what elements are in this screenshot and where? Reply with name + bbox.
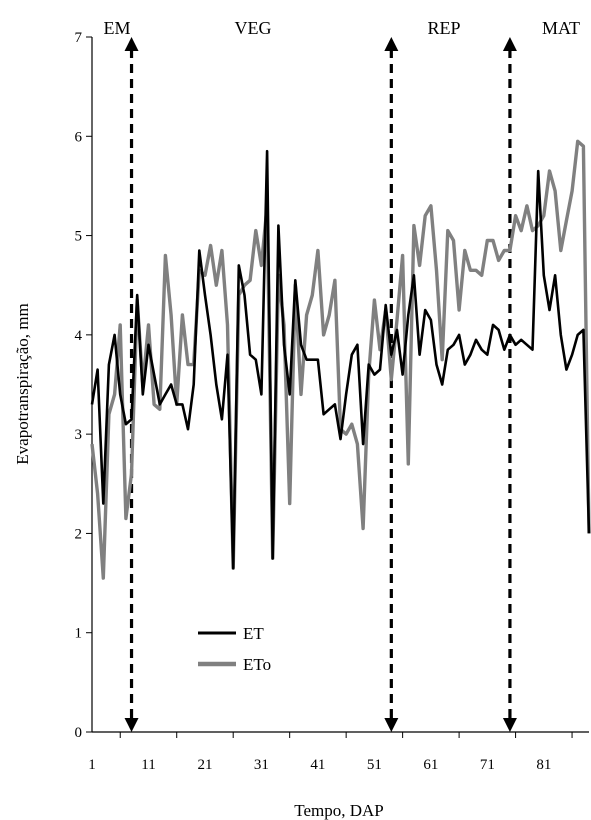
x-tick-label: 51 xyxy=(367,757,382,773)
stage-labels: EM VEG REP MAT xyxy=(104,18,581,38)
y-tick-label: 0 xyxy=(75,725,83,741)
x-tick-label: 31 xyxy=(254,757,269,773)
x-tick-label: 11 xyxy=(141,757,155,773)
x-tick-label: 71 xyxy=(480,757,495,773)
series-layer xyxy=(90,139,591,580)
y-tick-label: 1 xyxy=(75,626,83,642)
stage-boundary-arrows xyxy=(124,37,517,732)
y-tick-label: 3 xyxy=(75,427,83,443)
x-tick-label: 61 xyxy=(423,757,438,773)
legend-label-et: ET xyxy=(243,624,264,643)
series-line-eto xyxy=(90,139,591,580)
legend-label-eto: ETo xyxy=(243,655,271,674)
x-tick-label: 21 xyxy=(197,757,212,773)
stage-boundary-arrowhead-bottom xyxy=(124,718,139,732)
y-tick-label: 5 xyxy=(75,229,83,245)
y-axis-title: Evapotranspiração, mm xyxy=(13,303,32,464)
y-tick-label: 4 xyxy=(75,328,83,344)
stage-boundary-arrowhead-top xyxy=(502,37,517,51)
series-line-et xyxy=(90,149,591,570)
stage-label-em: EM xyxy=(104,18,131,38)
stage-boundary-arrowhead-bottom xyxy=(502,718,517,732)
stage-label-rep: REP xyxy=(427,18,460,38)
y-tick-label: 2 xyxy=(75,526,83,542)
legend: ET ETo xyxy=(198,624,271,674)
x-axis-title: Tempo, DAP xyxy=(294,801,383,820)
x-tick-label: 41 xyxy=(310,757,325,773)
x-tick-label: 1 xyxy=(88,757,96,773)
stage-boundary-arrowhead-top xyxy=(124,37,139,51)
y-tick-label: 6 xyxy=(75,129,83,145)
stage-label-veg: VEG xyxy=(235,18,272,38)
x-tick-label: 81 xyxy=(536,757,551,773)
stage-boundary-arrowhead-bottom xyxy=(384,718,399,732)
stage-boundary-arrowhead-top xyxy=(384,37,399,51)
y-tick-label: 7 xyxy=(75,30,83,46)
stage-label-mat: MAT xyxy=(542,18,580,38)
